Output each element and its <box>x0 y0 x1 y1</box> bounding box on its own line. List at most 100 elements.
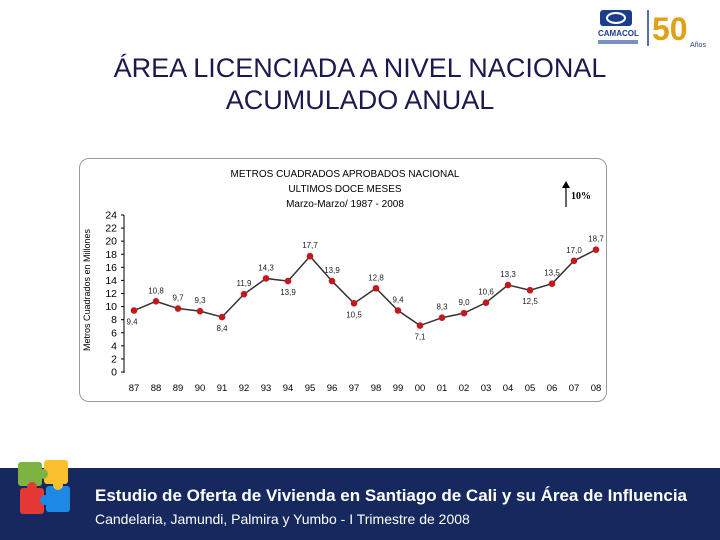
data-label: 12,5 <box>522 297 538 306</box>
data-label: 9,3 <box>194 296 206 305</box>
y-tick-label: 12 <box>105 288 117 300</box>
x-tick-label: 88 <box>151 383 162 394</box>
page-title-line-2: ACUMULADO ANUAL <box>225 85 495 115</box>
logo-emblem-ring <box>606 12 626 24</box>
y-tick-label: 16 <box>105 262 117 274</box>
data-label: 11,9 <box>237 279 253 288</box>
logo-text: CAMACOL <box>598 29 639 38</box>
series-line <box>133 249 597 327</box>
x-tick-label: 00 <box>415 383 426 394</box>
data-point-marker <box>460 309 468 317</box>
data-point-marker <box>284 277 292 285</box>
chart-title-line-1: METROS CUADRADOS APROBADOS NACIONAL <box>231 169 460 180</box>
y-axis-label: Metros Cuadrados en Millones <box>82 228 92 351</box>
x-tick-label: 06 <box>547 383 558 394</box>
x-tick-label: 07 <box>569 383 580 394</box>
x-tick-label: 92 <box>239 383 250 394</box>
data-point-marker <box>548 280 556 287</box>
y-tick-label: 18 <box>105 249 117 261</box>
data-label: 9,7 <box>172 294 184 303</box>
logo-subtitle-mark <box>598 40 638 44</box>
y-tick-label: 24 <box>105 210 117 222</box>
x-tick-label: 01 <box>437 383 448 394</box>
data-label: 10,6 <box>478 288 494 297</box>
x-tick-label: 94 <box>283 383 294 394</box>
data-point-marker <box>570 257 578 265</box>
y-tick-label: 8 <box>111 314 117 326</box>
annotation-arrow-head <box>562 181 570 188</box>
data-label: 13,9 <box>280 288 296 297</box>
data-label: 14,3 <box>258 263 274 272</box>
data-label: 17,0 <box>566 246 582 255</box>
data-point-marker <box>196 307 204 315</box>
chart-title-line-3: Marzo-Marzo/ 1987 - 2008 <box>286 199 404 210</box>
chart-frame <box>79 158 607 402</box>
logo-anniversary-label: Años <box>690 42 706 49</box>
y-tick-label: 20 <box>105 236 117 248</box>
banner-title: Estudio de Oferta de Vivienda en Santiag… <box>95 486 688 505</box>
data-point-marker <box>152 298 160 305</box>
x-tick-label: 04 <box>503 383 514 394</box>
data-label: 8,3 <box>436 303 448 312</box>
logo-emblem <box>600 10 632 26</box>
banner-subtitle: Candelaria, Jamundi, Palmira y Yumbo - I… <box>95 511 470 527</box>
data-point-marker <box>240 290 248 298</box>
x-tick-label: 02 <box>459 383 470 394</box>
data-label: 13,3 <box>500 270 516 279</box>
data-point-marker <box>438 314 446 322</box>
data-point-marker <box>482 299 490 306</box>
x-axis-ticks: 87 88 89 90 91 92 93 94 95 96 97 98 99 00 01 02 03 04 05 06… <box>129 383 602 394</box>
page-title: ÁREA LICENCIADA A NIVEL NACIONAL ACUMULA… <box>0 52 720 116</box>
puzzle-icon <box>18 460 70 514</box>
logo-anniversary-number: 50 <box>652 11 688 47</box>
line-chart: METROS CUADRADOS APROBADOS NACIONAL ULTI… <box>82 169 604 394</box>
data-label: 7,1 <box>414 333 426 342</box>
data-label: 13,5 <box>544 269 560 278</box>
data-point-marker <box>592 246 600 253</box>
chart-annotation: 10% <box>571 191 591 202</box>
footer-banner <box>0 460 720 540</box>
data-label: 18,7 <box>588 235 604 244</box>
data-label: 8,4 <box>216 324 228 333</box>
x-tick-label: 87 <box>129 383 140 394</box>
data-label: 12,8 <box>368 273 384 282</box>
data-label: 9,0 <box>458 298 470 307</box>
data-point-marker <box>504 281 512 289</box>
data-label: 17,7 <box>302 241 318 250</box>
x-tick-label: 93 <box>261 383 272 394</box>
page-title-line-1: ÁREA LICENCIADA A NIVEL NACIONAL <box>113 53 607 83</box>
data-point-marker <box>416 322 424 329</box>
x-tick-label: 91 <box>217 383 228 394</box>
x-tick-label: 89 <box>173 383 184 394</box>
data-point-marker <box>328 277 336 285</box>
data-point-marker <box>306 252 314 260</box>
y-tick-label: 0 <box>111 367 117 379</box>
x-tick-label: 96 <box>327 383 338 394</box>
x-tick-label: 08 <box>591 383 602 394</box>
x-tick-label: 03 <box>481 383 492 394</box>
data-point-marker <box>174 305 182 312</box>
y-tick-label: 6 <box>111 327 117 339</box>
chart-title-line-2: ULTIMOS DOCE MESES <box>288 184 401 195</box>
data-point-marker <box>350 300 358 307</box>
x-tick-label: 97 <box>349 383 360 394</box>
data-point-marker <box>394 307 402 314</box>
data-point-marker <box>218 313 226 321</box>
data-label: 13,9 <box>324 266 340 275</box>
x-tick-label: 05 <box>525 383 536 394</box>
y-tick-label: 22 <box>105 223 117 235</box>
y-tick-label: 14 <box>105 275 117 287</box>
y-tick-label: 4 <box>111 340 117 352</box>
y-tick-label: 10 <box>105 301 117 313</box>
chart-title: METROS CUADRADOS APROBADOS NACIONAL ULTI… <box>231 169 460 210</box>
data-point-marker <box>130 307 138 314</box>
data-label: 10,5 <box>346 310 362 319</box>
data-label: 9,4 <box>392 296 404 305</box>
data-label: 10,8 <box>148 286 164 295</box>
data-point-marker <box>526 286 534 294</box>
series-markers <box>130 246 600 329</box>
x-tick-label: 95 <box>305 383 316 394</box>
camacol-logo: CAMACOL 50 Años <box>598 10 706 49</box>
y-tick-label: 2 <box>111 353 117 365</box>
